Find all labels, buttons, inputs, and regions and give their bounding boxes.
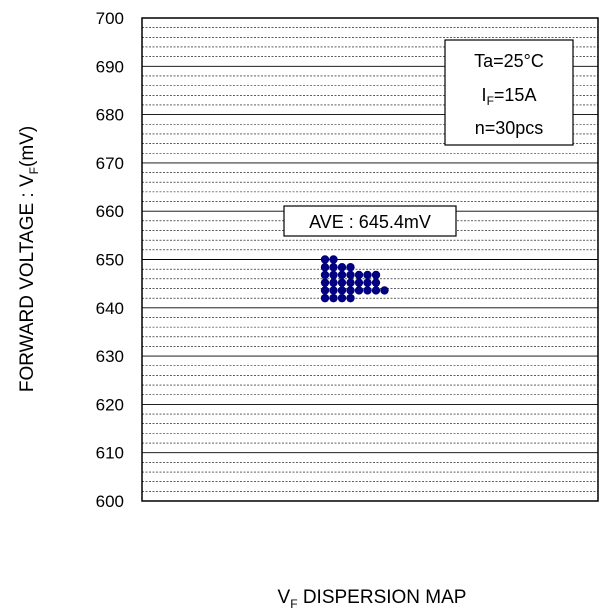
data-point: [329, 278, 338, 287]
y-tick-label: 620: [96, 395, 124, 414]
data-point: [371, 278, 381, 287]
y-tick-label: 630: [96, 347, 124, 366]
data-point: [329, 270, 338, 280]
chart-caption: VF DISPERSION MAP: [278, 587, 467, 611]
data-point: [320, 286, 330, 295]
data-point: [346, 286, 355, 295]
data-point: [329, 286, 338, 295]
data-point: [320, 263, 330, 272]
y-tick-label: 680: [96, 106, 124, 125]
grid-lines: [142, 27, 598, 492]
y-tick-label: 670: [96, 154, 124, 173]
data-point: [337, 278, 347, 287]
y-tick-label: 610: [96, 444, 124, 463]
data-point: [363, 270, 372, 280]
data-point: [320, 255, 330, 264]
y-tick-label: 690: [96, 57, 124, 76]
y-tick-label: 650: [96, 251, 124, 270]
data-point: [337, 286, 347, 295]
data-point: [371, 270, 381, 280]
plot-frame: [141, 17, 599, 502]
data-point: [371, 286, 381, 295]
y-tick-label: 700: [96, 9, 124, 28]
data-point: [346, 263, 355, 272]
data-point: [363, 286, 372, 295]
data-point: [337, 293, 347, 303]
average-label: AVE : 645.4mV: [309, 212, 431, 232]
data-point: [346, 270, 355, 280]
data-point: [354, 286, 364, 295]
data-point: [329, 255, 338, 264]
data-point: [337, 270, 347, 280]
data-point: [329, 293, 338, 303]
data-point: [363, 278, 372, 287]
data-point: [320, 278, 330, 287]
data-points: [320, 255, 389, 303]
average-annotation: AVE : 645.4mV: [283, 205, 457, 237]
data-point: [329, 263, 338, 272]
y-axis-title: FORWARD VOLTAGE : VF(mV): [17, 126, 41, 392]
y-tick-label: 600: [96, 492, 124, 511]
data-point: [346, 278, 355, 287]
y-tick-label: 660: [96, 202, 124, 221]
data-point: [354, 270, 364, 280]
data-point: [380, 286, 389, 295]
y-tick-label: 640: [96, 299, 124, 318]
data-point: [320, 293, 330, 303]
y-tick-labels: 600 610 620 630 640 650 660 670 680 690 700: [96, 9, 124, 511]
data-point: [337, 263, 347, 272]
data-point: [354, 278, 364, 287]
condition-count: n=30pcs: [475, 118, 544, 138]
condition-temperature: Ta=25°C: [474, 51, 544, 71]
conditions-box: Ta=25°C IF=15A n=30pcs: [444, 39, 574, 146]
data-point: [320, 270, 330, 280]
data-point: [346, 293, 355, 303]
condition-current: IF=15A: [482, 85, 537, 108]
